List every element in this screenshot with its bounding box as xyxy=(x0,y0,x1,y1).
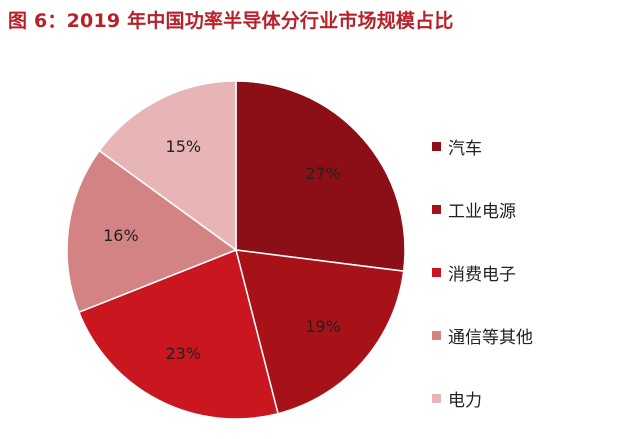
legend-swatch-industrial-power xyxy=(432,205,441,214)
pie-labels: 27% 19% 23% 16% 15% xyxy=(103,137,341,363)
legend-swatch-consumer-electronics xyxy=(432,268,441,277)
legend-swatch-telecom-other xyxy=(432,331,441,340)
legend-item-industrial-power: 工业电源 xyxy=(432,178,533,241)
legend-item-consumer-electronics: 消费电子 xyxy=(432,241,533,304)
pie-slices xyxy=(66,80,406,420)
legend-label-power-grid: 电力 xyxy=(448,391,482,411)
legend: 汽车 工业电源 消费电子 通信等其他 电力 xyxy=(432,115,533,430)
legend-label-auto: 汽车 xyxy=(448,139,482,159)
slice-label-consumer-electronics: 23% xyxy=(166,344,202,363)
slice-label-telecom-other: 16% xyxy=(103,226,139,245)
legend-swatch-power-grid xyxy=(432,394,441,403)
legend-label-consumer-electronics: 消费电子 xyxy=(448,265,516,285)
slice-label-industrial-power: 19% xyxy=(305,317,341,336)
legend-label-industrial-power: 工业电源 xyxy=(448,202,516,222)
pie-slice-consumer-electronics xyxy=(77,248,279,420)
legend-label-telecom-other: 通信等其他 xyxy=(448,328,533,348)
slice-label-auto: 27% xyxy=(305,164,341,183)
legend-item-auto: 汽车 xyxy=(432,115,533,178)
legend-item-telecom-other: 通信等其他 xyxy=(432,304,533,367)
pie-slice-telecom-other xyxy=(66,149,238,314)
pie-slice-auto xyxy=(235,80,406,273)
chart-title: 图 6：2019 年中国功率半导体分行业市场规模占比 xyxy=(8,10,454,32)
slice-label-power-grid: 15% xyxy=(166,137,202,156)
pie-slice-power-grid xyxy=(98,80,237,252)
legend-item-power-grid: 电力 xyxy=(432,367,533,430)
legend-swatch-auto xyxy=(432,142,441,151)
pie-slice-industrial-power xyxy=(234,249,405,415)
